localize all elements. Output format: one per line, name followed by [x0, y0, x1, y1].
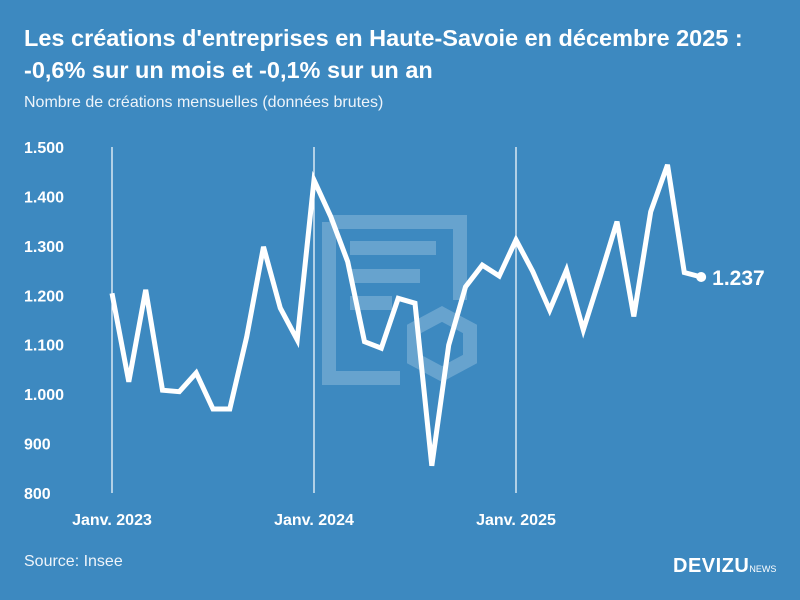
- y-tick-label: 1.100: [24, 338, 64, 355]
- y-tick-label: 1.400: [24, 189, 64, 206]
- last-value-label: 1.237: [712, 267, 765, 290]
- x-tick-label: Janv. 2023: [72, 512, 152, 529]
- series-line: [109, 163, 702, 467]
- logo-main: DEVIZU: [673, 555, 750, 577]
- x-tick-label: Janv. 2025: [476, 512, 556, 529]
- y-tick-label: 900: [24, 437, 51, 454]
- y-tick-label: 1.000: [24, 387, 64, 404]
- devizu-logo: DEVIZUNEWS: [673, 555, 776, 578]
- y-tick-label: 1.500: [24, 140, 64, 157]
- last-point-marker: [696, 271, 707, 282]
- y-tick-label: 1.300: [24, 239, 64, 256]
- chart-title: Les créations d'entreprises en Haute-Sav…: [24, 25, 743, 83]
- chart-subtitle: Nombre de créations mensuelles (données …: [24, 94, 384, 111]
- y-tick-label: 1.200: [24, 288, 64, 305]
- y-tick-label: 800: [24, 486, 51, 503]
- x-tick-label: Janv. 2024: [274, 512, 354, 529]
- logo-suffix: NEWS: [749, 564, 777, 574]
- source-note: Source: Insee: [24, 553, 123, 570]
